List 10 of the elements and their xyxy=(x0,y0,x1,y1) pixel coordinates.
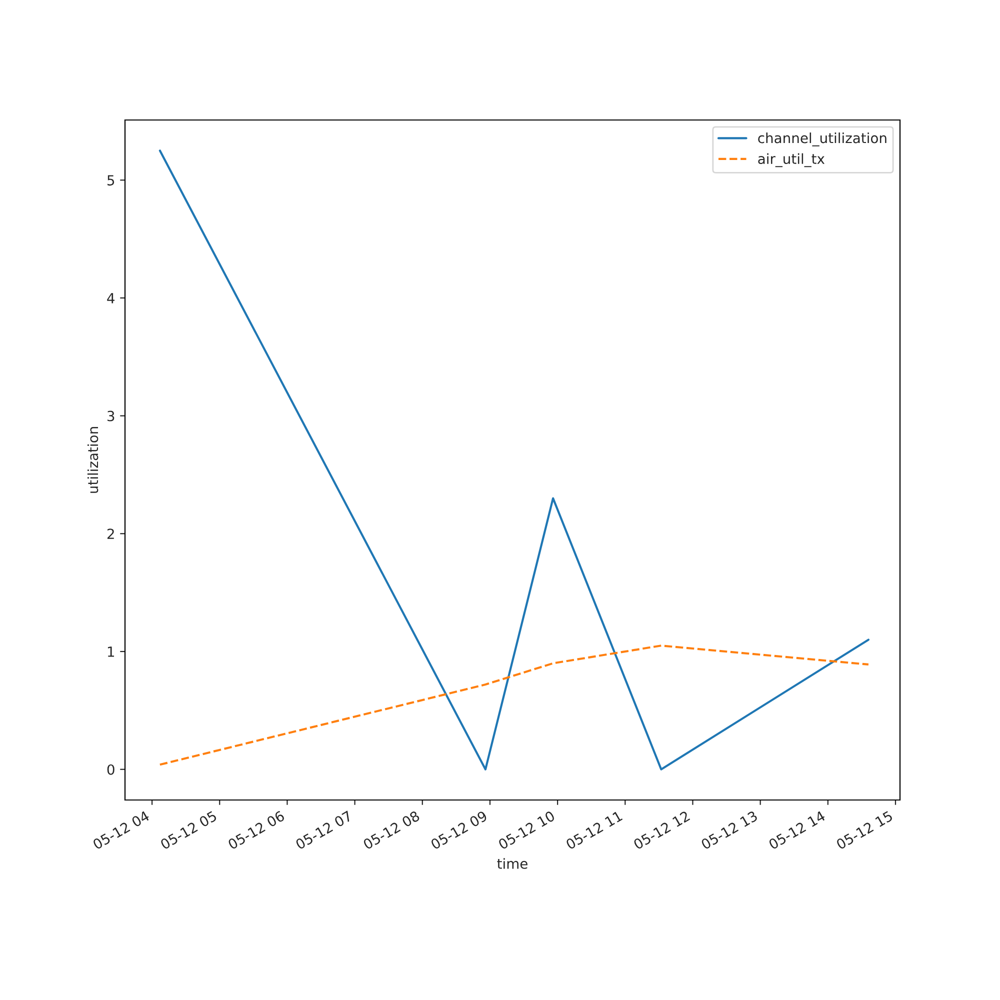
y-tick-label: 1 xyxy=(108,646,114,657)
y-tick-label: 0 xyxy=(107,764,114,775)
legend-label: air_util_tx xyxy=(758,153,825,168)
y-axis-title: utilization xyxy=(87,427,98,493)
y-tick-label: 4 xyxy=(107,293,114,304)
y-tick-label: 3 xyxy=(108,410,114,422)
y-tick-label: 2 xyxy=(107,528,114,539)
x-axis-title: time xyxy=(497,858,528,869)
legend-label: channel_utilization xyxy=(758,132,886,146)
y-tick-label: 5 xyxy=(108,175,114,186)
